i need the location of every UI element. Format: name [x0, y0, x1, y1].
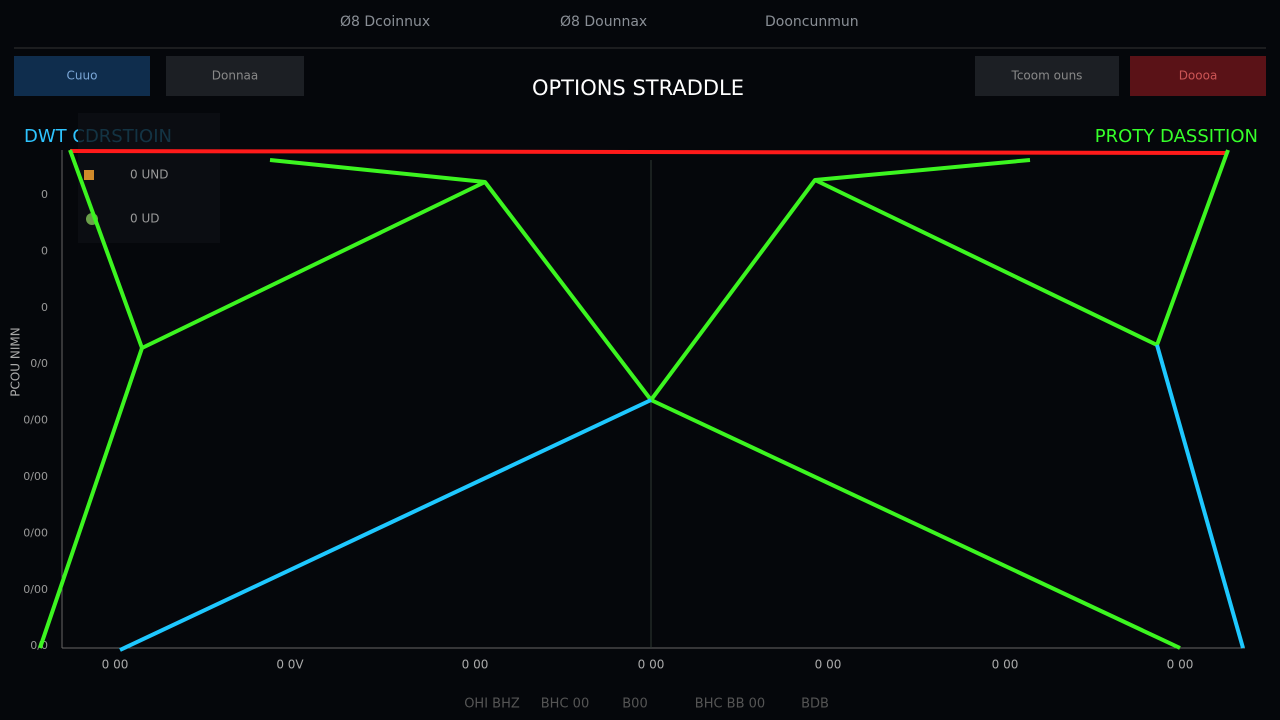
button-bg [975, 56, 1119, 96]
x-tick-label: 0 00 [102, 658, 129, 672]
y-tick-label: 0 [41, 301, 48, 314]
title: OPTIONS STRADDLE [532, 76, 744, 100]
x-tick-label: 0 0V [276, 658, 304, 672]
green-line [814, 158, 1031, 182]
tab[interactable]: Dooncunmun [765, 14, 859, 30]
y-tick-label: 0/00 [23, 414, 48, 427]
x-tick-label: 0 00 [462, 658, 489, 672]
button[interactable]: Cuuo [67, 69, 98, 83]
footer-item: BHC 00 [541, 697, 589, 712]
tabs: Ø8 Dcoinnux Ø8 Dounnax Dooncunmun [340, 14, 859, 30]
green-line [650, 398, 1181, 650]
y-tick-label: 0 [41, 244, 48, 257]
x-tick-label: 0 00 [1167, 658, 1194, 672]
legend-item: 0 UND [130, 168, 168, 182]
legend-box [78, 113, 220, 243]
x-tick-label: 0 00 [638, 658, 665, 672]
x-ticks: 0 00 0 0V 0 00 0 00 0 00 0 00 0 00 [102, 658, 1194, 672]
legend-item: 0 UD [130, 212, 159, 226]
green-line [269, 158, 486, 184]
footer-item: OHI BHZ [464, 697, 520, 712]
tab[interactable]: Ø8 Dounnax [560, 14, 647, 30]
button[interactable]: Doooa [1179, 69, 1218, 83]
button[interactable]: Tcoom ouns [1011, 69, 1083, 83]
button[interactable]: Donnaa [212, 69, 259, 83]
blue-line [1155, 344, 1245, 649]
y-tick-label: 0/00 [23, 470, 48, 483]
legend-swatch [84, 170, 94, 180]
right-label: PROTY DASSITION [1095, 126, 1258, 147]
red-line [69, 149, 1229, 155]
footer-item: B00 [622, 697, 647, 712]
tab[interactable]: Ø8 Dcoinnux [340, 14, 430, 30]
footer: OHI BHZ BHC 00 B00 BHC BB 00 BDB [464, 697, 829, 712]
button-bg [166, 56, 304, 96]
y-tick-label: 0/00 [23, 583, 48, 596]
button-bg [1130, 56, 1266, 96]
x-tick-label: 0 00 [992, 658, 1019, 672]
y-tick-label: 0/0 [30, 357, 48, 370]
x-tick-label: 0 00 [815, 658, 842, 672]
blue-line [119, 398, 652, 652]
plot-lines [38, 149, 1245, 652]
button-bg [14, 56, 150, 96]
footer-item: BHC BB 00 [695, 697, 765, 712]
y-tick-label: 0 [41, 188, 48, 201]
footer-item: BDB [801, 697, 829, 712]
y-tick-label: 0/00 [23, 526, 48, 539]
green-line [68, 149, 144, 349]
y-axis-label: PCOU NIMN [9, 327, 23, 397]
